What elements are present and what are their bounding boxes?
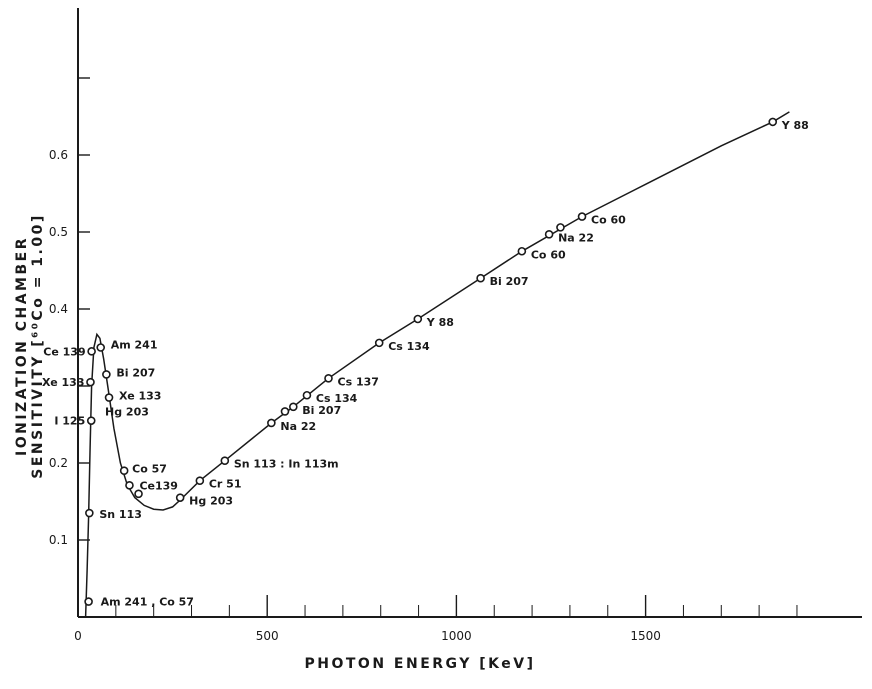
point-label: Xe 133 bbox=[42, 376, 84, 389]
point-label: Cr 51 bbox=[209, 478, 242, 491]
y-tick-label: 0.4 bbox=[49, 302, 68, 316]
data-point bbox=[86, 416, 96, 425]
data-point bbox=[125, 481, 134, 490]
point-label: Cs 134 bbox=[316, 392, 358, 405]
data-point bbox=[324, 373, 333, 383]
x-tick-label: 500 bbox=[256, 629, 279, 643]
point-label: Bi 207 bbox=[116, 366, 155, 379]
y-axis-label: IONIZATION CHAMBER SENSITIVITY [⁶⁰Co = 1… bbox=[14, 213, 46, 479]
point-label: Na 22 bbox=[558, 231, 594, 244]
data-point bbox=[517, 246, 527, 256]
data-point bbox=[577, 212, 587, 221]
data-point bbox=[104, 393, 114, 402]
point-label: Am 241 , Co 57 bbox=[101, 596, 194, 609]
point-label: Sn 113 bbox=[99, 508, 142, 521]
y-tick-label: 0.1 bbox=[49, 533, 68, 547]
point-label: Cs 134 bbox=[388, 340, 430, 353]
point-label: Bi 207 bbox=[302, 404, 341, 417]
data-point bbox=[544, 230, 554, 239]
point-label: Co 60 bbox=[591, 214, 626, 227]
data-point bbox=[768, 117, 778, 127]
y-tick-label: 0.6 bbox=[49, 148, 68, 162]
data-point bbox=[476, 273, 485, 283]
data-point bbox=[220, 456, 230, 465]
point-label: Cs 137 bbox=[338, 375, 379, 388]
point-label: Xe 133 bbox=[119, 390, 161, 403]
point-label: Y 88 bbox=[781, 119, 809, 132]
data-point bbox=[556, 223, 565, 232]
data-point bbox=[302, 390, 312, 400]
data-point bbox=[96, 343, 106, 352]
data-point bbox=[85, 508, 94, 518]
point-label: Hg 203 bbox=[105, 406, 149, 419]
point-label: Ce 139 bbox=[43, 345, 85, 358]
sensitivity-curve bbox=[84, 111, 790, 618]
data-point bbox=[289, 402, 298, 412]
x-axis-label: PHOTON ENERGY [KeV] bbox=[304, 656, 536, 672]
data-point bbox=[413, 314, 423, 324]
data-point bbox=[84, 597, 93, 606]
point-label: Co 60 bbox=[531, 248, 566, 261]
data-point bbox=[374, 338, 384, 348]
point-label: Na 22 bbox=[280, 420, 316, 433]
point-label: Ce139 bbox=[139, 479, 178, 492]
y-tick-label: 0.2 bbox=[49, 456, 68, 470]
point-label: Co 57 bbox=[132, 463, 167, 476]
data-point bbox=[102, 370, 111, 379]
data-point bbox=[175, 493, 185, 502]
data-point bbox=[267, 418, 276, 428]
x-tick-label: 0 bbox=[74, 629, 82, 643]
data-point bbox=[87, 347, 96, 356]
point-label: I 125 bbox=[54, 415, 85, 428]
y-tick-label: 0.5 bbox=[49, 225, 68, 239]
point-label: Hg 203 bbox=[189, 495, 233, 508]
x-tick-label: 1000 bbox=[441, 629, 472, 643]
data-point bbox=[280, 407, 290, 416]
data-point bbox=[86, 377, 95, 387]
x-tick-label: 1500 bbox=[630, 629, 661, 643]
data-point bbox=[195, 476, 205, 486]
point-label: Am 241 bbox=[111, 339, 158, 352]
point-label: Bi 207 bbox=[490, 275, 529, 288]
point-label: Sn 113 : In 113m bbox=[234, 458, 339, 471]
data-point bbox=[134, 489, 143, 499]
point-label: Y 88 bbox=[426, 316, 454, 329]
data-point bbox=[119, 466, 129, 476]
